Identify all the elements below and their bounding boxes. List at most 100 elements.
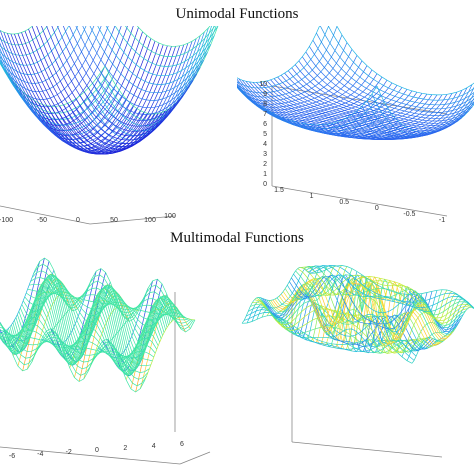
mesh-line bbox=[3, 288, 165, 376]
mesh-line bbox=[411, 306, 474, 364]
mesh-line bbox=[69, 26, 198, 115]
axis-line bbox=[291, 441, 443, 458]
mesh-line bbox=[307, 265, 474, 309]
mesh-line bbox=[25, 291, 187, 320]
mesh-line bbox=[256, 297, 427, 354]
mesh-line bbox=[0, 56, 123, 136]
mesh-line bbox=[5, 284, 166, 377]
mesh-line bbox=[0, 42, 134, 147]
mesh-line bbox=[309, 46, 474, 116]
mesh-line bbox=[136, 26, 211, 47]
axis-line bbox=[179, 451, 211, 465]
mesh-line bbox=[29, 283, 190, 321]
mesh-line bbox=[237, 26, 338, 94]
z-tick-label: 1 bbox=[263, 171, 267, 178]
mesh-line bbox=[41, 26, 180, 141]
mesh-line bbox=[27, 288, 188, 319]
mesh-line bbox=[0, 30, 141, 152]
mesh-line bbox=[259, 81, 431, 139]
z-tick-label: 2 bbox=[263, 161, 267, 168]
x-tick-label: 4 bbox=[152, 443, 156, 450]
x-tick-label: -2 bbox=[66, 449, 72, 456]
mesh-line bbox=[297, 268, 468, 324]
mesh-line bbox=[0, 61, 106, 107]
mesh-line bbox=[79, 35, 201, 144]
mesh-line bbox=[82, 26, 205, 101]
x-tick-label: -1 bbox=[439, 217, 445, 224]
mesh-line bbox=[0, 298, 162, 373]
z-tick-label: 4 bbox=[263, 141, 267, 148]
x-tick-label: -4 bbox=[37, 451, 43, 458]
mesh-line bbox=[256, 82, 427, 140]
x-tick-label: 50 bbox=[110, 217, 118, 224]
mesh-line bbox=[249, 81, 420, 140]
mesh-line bbox=[241, 315, 413, 364]
unimodal-plot-1: -100 -50 0 50 100 100 bbox=[0, 26, 219, 225]
z-tick-label: 6 bbox=[263, 121, 267, 128]
x-tick-label: 1 bbox=[310, 193, 314, 200]
x-tick-label: 0 bbox=[76, 217, 80, 224]
y-tick-label: 100 bbox=[164, 213, 176, 220]
mesh-line bbox=[10, 33, 152, 155]
mesh-line bbox=[327, 26, 474, 101]
mesh-line bbox=[0, 59, 120, 131]
x-tick-label: 0 bbox=[95, 447, 99, 454]
mesh-line bbox=[17, 275, 178, 357]
x-tick-label: -100 bbox=[0, 217, 13, 224]
axis-line bbox=[271, 185, 448, 217]
mesh-line bbox=[245, 80, 416, 140]
mesh-line bbox=[319, 26, 474, 106]
z-tick-label: 5 bbox=[263, 131, 267, 138]
mesh-line bbox=[36, 26, 176, 144]
mesh-line bbox=[305, 51, 474, 119]
z-tick-label: 7 bbox=[263, 111, 267, 118]
z-tick-label: 0 bbox=[263, 181, 267, 188]
x-tick-label: 0.5 bbox=[339, 199, 349, 206]
mesh-line bbox=[14, 273, 175, 366]
mesh-line bbox=[291, 67, 462, 128]
mesh-line bbox=[260, 297, 431, 352]
axis-line bbox=[0, 446, 181, 465]
mesh-line bbox=[316, 32, 474, 110]
x-tick-label: 100 bbox=[144, 217, 156, 224]
x-tick-label: 0 bbox=[375, 205, 379, 212]
axis-line bbox=[89, 215, 176, 225]
mesh-line bbox=[262, 295, 433, 352]
mesh-line bbox=[266, 80, 438, 137]
mesh-line bbox=[284, 72, 455, 131]
mesh-line bbox=[312, 40, 474, 113]
mesh-line bbox=[8, 278, 169, 376]
mesh-line bbox=[51, 26, 187, 132]
mesh-line bbox=[237, 26, 320, 83]
mesh-line bbox=[294, 64, 466, 126]
mesh-line bbox=[33, 263, 194, 330]
mesh-line bbox=[3, 32, 145, 153]
mesh-line bbox=[270, 79, 441, 136]
mesh-line bbox=[278, 276, 450, 341]
z-tick-label: 9 bbox=[263, 91, 267, 98]
mesh-line bbox=[309, 265, 474, 309]
x-tick-label: 1.5 bbox=[274, 187, 284, 194]
mesh-line bbox=[311, 265, 474, 309]
mesh-line bbox=[124, 26, 216, 57]
z-tick-label: 10 bbox=[259, 81, 267, 88]
x-tick-label: -6 bbox=[9, 453, 15, 460]
mesh-line bbox=[89, 26, 208, 94]
mesh-line bbox=[287, 70, 459, 130]
x-tick-label: -0.5 bbox=[403, 211, 415, 218]
mesh-line bbox=[62, 26, 194, 121]
mesh-line bbox=[46, 26, 183, 137]
z-tick-label: 8 bbox=[263, 101, 267, 108]
z-tick-label: 3 bbox=[263, 151, 267, 158]
mesh-line bbox=[0, 26, 48, 46]
mesh-line bbox=[263, 81, 434, 138]
mesh-line bbox=[273, 78, 445, 135]
mesh-line bbox=[336, 26, 474, 96]
mesh-line bbox=[75, 26, 201, 109]
mesh-line bbox=[57, 26, 190, 127]
surface-mesh-3 bbox=[0, 257, 196, 393]
surface-mesh-4 bbox=[241, 265, 474, 364]
mesh-line bbox=[105, 26, 215, 77]
